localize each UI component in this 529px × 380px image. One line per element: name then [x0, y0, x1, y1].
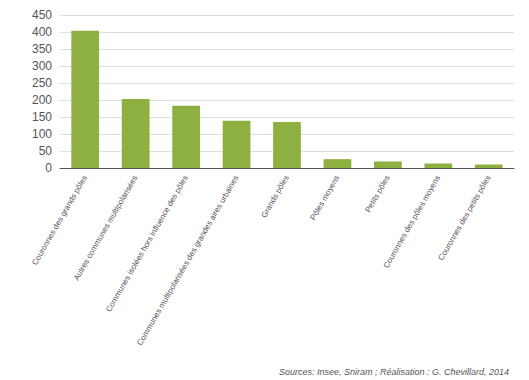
- svg-text:200: 200: [32, 93, 52, 107]
- svg-text:Communes isolées hors influenc: Communes isolées hors influence des pôle…: [104, 174, 190, 314]
- svg-text:0: 0: [45, 161, 52, 175]
- svg-text:Grands pôles: Grands pôles: [259, 174, 291, 220]
- svg-text:Couronnes des grands pôles: Couronnes des grands pôles: [30, 174, 89, 267]
- svg-text:300: 300: [32, 59, 52, 73]
- svg-text:100: 100: [32, 127, 52, 141]
- svg-text:Pôles moyens: Pôles moyens: [308, 174, 341, 222]
- svg-text:250: 250: [32, 76, 52, 90]
- svg-text:Communes multipolarisées des g: Communes multipolarisées des grandes air…: [135, 174, 240, 347]
- svg-text:400: 400: [32, 25, 52, 39]
- svg-text:450: 450: [32, 8, 52, 22]
- svg-text:Couronnes des pôles moyens: Couronnes des pôles moyens: [382, 174, 443, 270]
- svg-text:Sources: Insee, Sniram ; Réali: Sources: Insee, Sniram ; Réalisation : G…: [279, 367, 509, 377]
- svg-text:50: 50: [39, 144, 53, 158]
- svg-text:Autres communes multipolarisée: Autres communes multipolarisées: [71, 173, 140, 282]
- svg-text:350: 350: [32, 42, 52, 56]
- svg-text:Couronnes des petits pôles: Couronnes des petits pôles: [436, 174, 492, 262]
- svg-text:150: 150: [32, 110, 52, 124]
- svg-text:Petits pôles: Petits pôles: [363, 174, 391, 214]
